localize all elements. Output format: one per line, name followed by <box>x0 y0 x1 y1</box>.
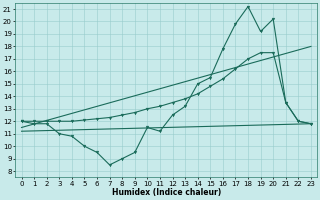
X-axis label: Humidex (Indice chaleur): Humidex (Indice chaleur) <box>112 188 221 197</box>
